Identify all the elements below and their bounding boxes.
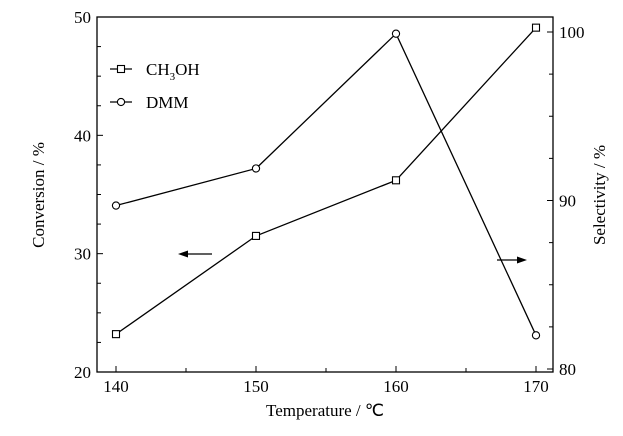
y-axis-left-title: Conversion / % <box>29 142 48 248</box>
right-axis-arrow <box>497 256 527 264</box>
left-axis-arrow <box>178 250 212 258</box>
y-right-tick-label: 80 <box>559 360 576 379</box>
data-point-dmm <box>391 29 401 38</box>
y-left-tick-label: 20 <box>74 363 91 382</box>
data-point-ch3oh <box>531 23 541 32</box>
y-right-tick-label: 100 <box>559 23 585 42</box>
data-point-dmm <box>531 331 541 340</box>
data-point-ch3oh <box>391 176 401 185</box>
y-left-tick-label: 50 <box>74 8 91 27</box>
x-tick-label: 150 <box>243 377 269 396</box>
y-left-tick-label: 40 <box>74 126 91 145</box>
y-right-tick-label: 90 <box>559 192 576 211</box>
data-point-ch3oh <box>251 231 261 240</box>
legend: CH3OH DMM <box>110 60 200 112</box>
legend-label-ch3oh: CH3OH <box>146 60 200 83</box>
data-point-dmm <box>111 201 121 210</box>
legend-circle-marker <box>116 97 126 107</box>
data-point-dmm <box>251 164 261 173</box>
legend-square-marker <box>116 64 126 74</box>
legend-label-dmm: DMM <box>146 93 189 112</box>
y-left-tick-label: 30 <box>74 245 91 264</box>
x-axis-title: Temperature / ℃ <box>266 401 384 420</box>
y-axis-right-title: Selectivity / % <box>590 145 609 245</box>
data-point-ch3oh <box>111 330 121 339</box>
x-tick-label: 140 <box>103 377 129 396</box>
series-line-dmm <box>115 32 537 336</box>
x-tick-label: 170 <box>523 377 549 396</box>
series-line-ch3oh <box>115 27 537 335</box>
x-tick-label: 160 <box>383 377 409 396</box>
